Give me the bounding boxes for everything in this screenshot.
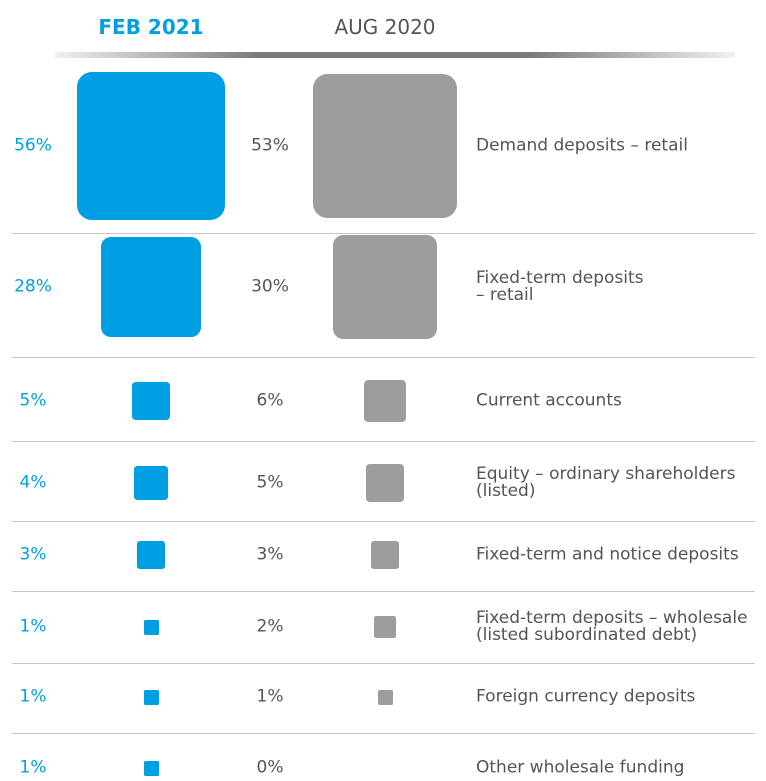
separator [12, 441, 755, 442]
square [312, 73, 458, 219]
value-label: 56% [14, 135, 52, 156]
category-label: Other wholesale funding [476, 757, 685, 778]
separator [12, 591, 755, 592]
square [364, 380, 406, 422]
value-label: 4% [19, 472, 47, 493]
category-label: Fixed-term deposits – wholesale (listed … [476, 608, 748, 645]
square [100, 236, 202, 338]
separator [12, 733, 755, 734]
legend-entry: FEB 2021 [98, 15, 204, 39]
separator [12, 357, 755, 358]
category-label: Demand deposits – retail [476, 135, 688, 156]
value-label: 1% [19, 616, 47, 637]
value-label: 5% [19, 390, 47, 411]
square [132, 382, 170, 420]
value-label: 5% [256, 472, 284, 493]
category-label: Fixed-term and notice deposits [476, 544, 739, 565]
separator [12, 233, 755, 234]
legend-entry: AUG 2020 [334, 15, 436, 39]
value-label: 6% [256, 390, 284, 411]
separator [12, 663, 755, 664]
category-label: Fixed-term deposits – retail [476, 268, 644, 305]
square [143, 689, 159, 705]
square [373, 615, 397, 639]
square [76, 71, 226, 221]
square [332, 234, 438, 340]
category-label: Equity – ordinary shareholders (listed) [476, 464, 736, 501]
value-label: 0% [256, 757, 284, 778]
square [134, 466, 168, 500]
value-label: 28% [14, 276, 52, 297]
header-bar [55, 52, 735, 58]
value-label: 1% [256, 686, 284, 707]
category-label: Foreign currency deposits [476, 686, 696, 707]
value-label: 30% [251, 276, 289, 297]
square [136, 540, 166, 570]
value-label: 3% [19, 544, 47, 565]
value-label: 3% [256, 544, 284, 565]
square [143, 619, 159, 635]
separator [12, 521, 755, 522]
value-label: 2% [256, 616, 284, 637]
square [370, 540, 400, 570]
value-label: 1% [19, 686, 47, 707]
value-label: 53% [251, 135, 289, 156]
square [366, 464, 404, 502]
square [143, 760, 159, 776]
category-label: Current accounts [476, 390, 622, 411]
value-label: 1% [19, 757, 47, 778]
square [377, 689, 393, 705]
